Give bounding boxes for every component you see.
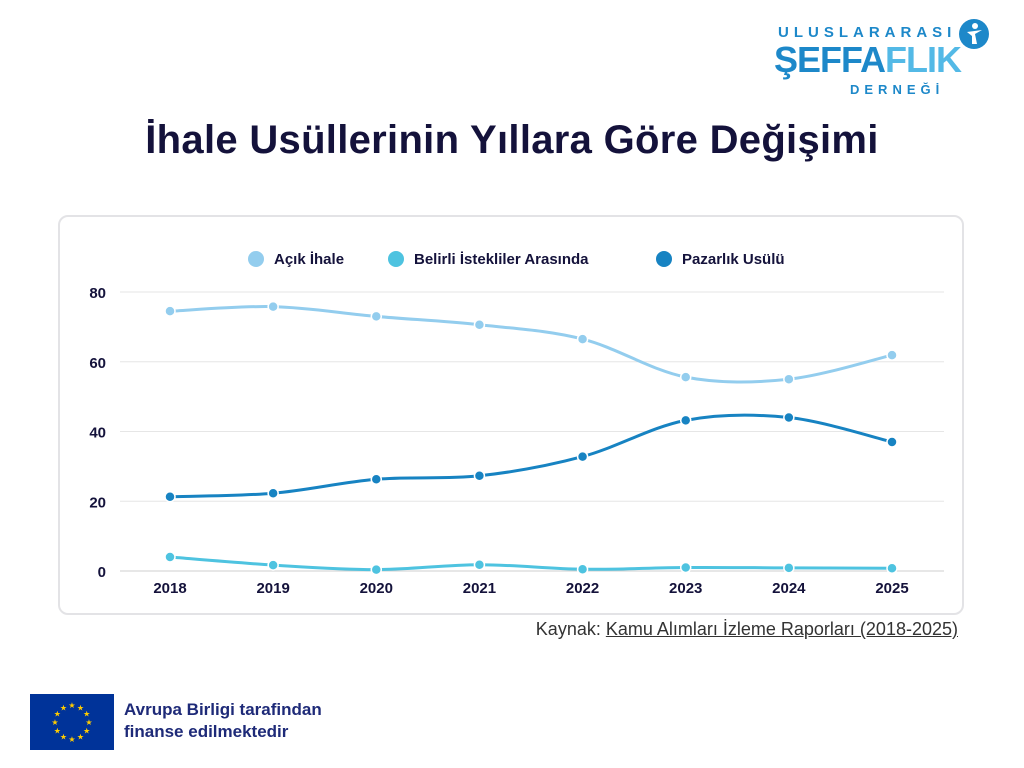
data-point: [886, 562, 898, 574]
data-point: [473, 319, 486, 331]
series-line-2: [169, 413, 893, 499]
x-tick-label: 2025: [875, 580, 908, 597]
data-point: [783, 373, 795, 385]
data-point: [783, 562, 795, 574]
organization-logo: ULUSLARARASI ŞEFFAFLIK DERNEĞİ: [770, 18, 1000, 102]
eu-star-icon: ★: [54, 710, 61, 719]
source-link[interactable]: Kamu Alımları İzleme Raporları (2018-202…: [605, 619, 958, 639]
data-point: [164, 305, 176, 317]
x-tick-label: 2018: [153, 580, 186, 597]
eu-funding-text: Avrupa Birligi tarafindan finanse edilme…: [124, 699, 322, 743]
source-prefix: Kaynak:: [535, 619, 606, 639]
source-note: Kaynak: Kamu Alımları İzleme Raporları (…: [536, 619, 958, 640]
data-point: [679, 371, 692, 383]
series-line-0: [169, 305, 893, 384]
data-point: [576, 450, 589, 463]
y-tick-label: 80: [89, 285, 106, 302]
logo-line3: DERNEĞİ: [850, 82, 945, 97]
chart-card: 0 20 40 60 80 2018 2019 2020 2021 2022 2023 2024 202…: [58, 215, 964, 615]
line-chart: 0 20 40 60 80 2018 2019 2020 2021 2022 2023 2024 202…: [89, 251, 944, 597]
x-tick-label: 2021: [463, 580, 496, 597]
eu-star-icon: ★: [68, 735, 75, 744]
eu-star-icon: ★: [85, 718, 92, 727]
data-point: [370, 310, 383, 323]
page-title: İhale Usüllerinin Yıllara Göre Değişimi: [145, 118, 879, 162]
legend-label: Pazarlık Usülü: [682, 251, 785, 268]
legend-marker: [248, 251, 264, 267]
data-point: [164, 490, 176, 503]
legend-marker: [388, 251, 404, 267]
logo-line2b: FLIK: [885, 39, 962, 80]
y-tick-label: 60: [89, 355, 106, 372]
eu-funding-line1: Avrupa Birligi tarafindan: [124, 700, 322, 719]
data-point: [679, 561, 692, 574]
eu-star-icon: ★: [77, 703, 84, 712]
eu-flag-icon: ★ ★★★★★★★★★★★: [30, 694, 114, 750]
eu-star-icon: ★: [60, 703, 67, 712]
logo-line2: ŞEFFAFLIK: [774, 39, 962, 80]
eu-star-icon: ★: [68, 701, 75, 710]
logo-line2a: ŞEFFA: [774, 39, 886, 80]
data-point: [267, 487, 279, 499]
eu-star-icon: ★: [51, 718, 58, 727]
eu-star-icon: ★: [83, 727, 90, 736]
data-point: [370, 563, 383, 576]
eu-star-icon: ★: [60, 733, 67, 742]
data-point: [886, 436, 898, 448]
legend-label: Belirli İstekliler Arasında: [414, 251, 589, 268]
eu-star-icon: ★: [54, 727, 61, 736]
y-tick-label: 0: [98, 564, 106, 581]
eu-funding-line2: finanse edilmektedir: [124, 722, 289, 741]
series-line-1: [169, 555, 893, 572]
data-point: [267, 559, 279, 571]
data-point: [473, 470, 486, 482]
y-tick-label: 20: [89, 494, 106, 511]
data-point: [679, 414, 692, 427]
transparency-figure-icon: [959, 19, 989, 49]
eu-star-icon: ★: [83, 710, 90, 719]
data-point: [473, 558, 486, 571]
y-tick-label: 40: [89, 425, 106, 442]
x-tick-label: 2020: [360, 580, 393, 597]
x-tick-label: 2022: [566, 580, 599, 597]
data-point: [370, 473, 383, 486]
eu-star-icon: ★: [77, 733, 84, 742]
data-point: [886, 349, 898, 361]
logo-line1: ULUSLARARASI: [778, 24, 957, 41]
legend-label: Açık İhale: [274, 251, 344, 268]
data-point: [783, 411, 795, 424]
data-point: [576, 333, 589, 345]
x-tick-label: 2024: [772, 580, 806, 597]
x-tick-label: 2019: [256, 580, 289, 597]
data-point: [164, 551, 176, 563]
data-point: [267, 300, 279, 313]
legend-marker: [656, 251, 672, 267]
x-tick-label: 2023: [669, 580, 702, 597]
data-point: [576, 563, 589, 576]
